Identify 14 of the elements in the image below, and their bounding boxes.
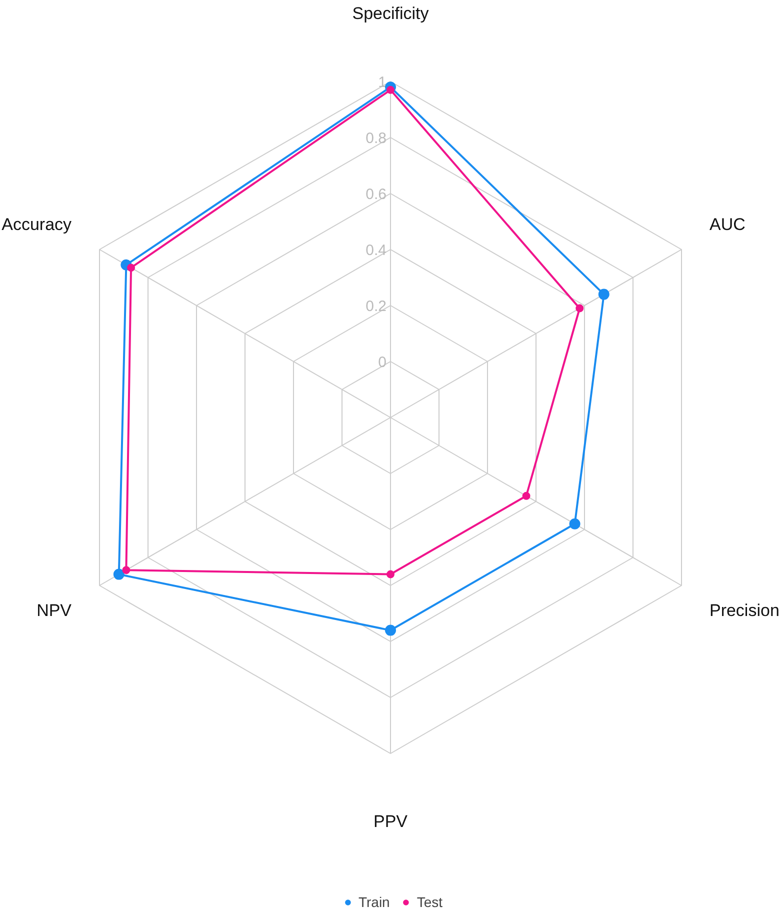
spoke-label: Specificity (352, 4, 430, 23)
y-tick-label: 1 (378, 74, 386, 91)
spoke-label: Precision (709, 601, 780, 620)
legend-label: Test (416, 894, 443, 910)
spoke-label: Accuracy (2, 215, 72, 234)
y-tick-label: 0.6 (366, 186, 387, 203)
y-tick-label: 0 (378, 354, 386, 371)
spoke-label: AUC (709, 215, 746, 234)
y-tick-label: 0.8 (366, 130, 387, 147)
legend-label: Train (358, 894, 390, 910)
y-tick-label: 0.2 (366, 298, 387, 315)
spoke-label: NPV (36, 601, 72, 620)
y-tick-label: 0.4 (366, 242, 387, 259)
spoke-label: PPV (373, 812, 408, 831)
